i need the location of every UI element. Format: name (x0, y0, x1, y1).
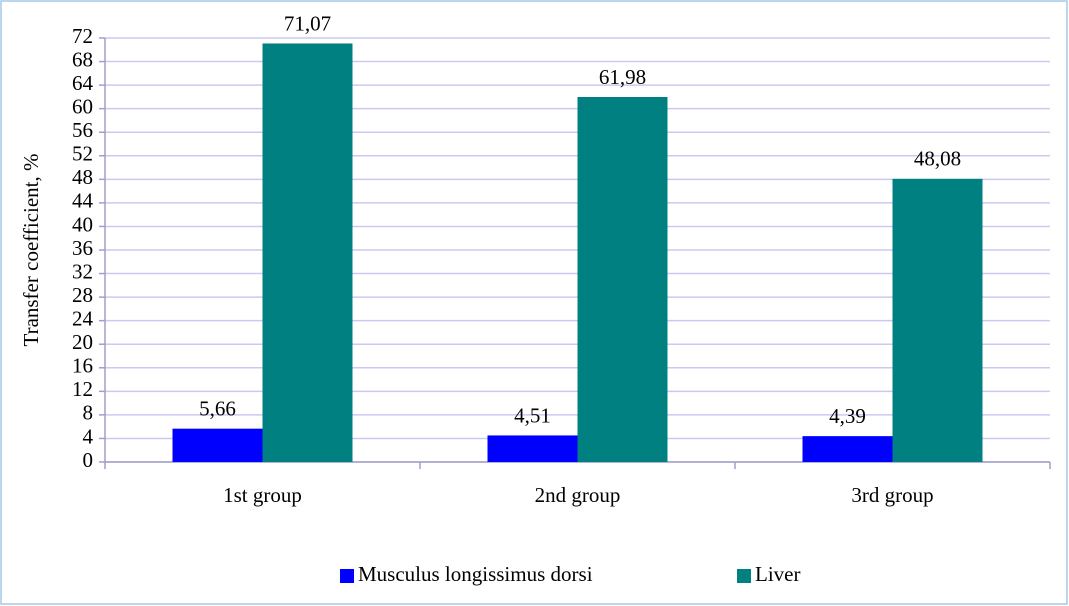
x-tick-label: 2nd group (535, 483, 621, 507)
y-tick-label: 4 (83, 424, 94, 448)
y-tick-label: 28 (72, 283, 93, 307)
bar (577, 97, 668, 463)
x-tick-label: 3rd group (851, 483, 933, 507)
bar (802, 436, 893, 462)
bar (892, 178, 983, 462)
data-label: 71,07 (284, 11, 331, 35)
y-tick-label: 16 (72, 354, 93, 378)
data-label: 61,98 (599, 65, 646, 89)
y-tick-label: 48 (72, 165, 93, 189)
y-tick-label: 8 (83, 401, 94, 425)
bar (172, 428, 263, 462)
y-axis-label: Transfer coefficient, % (19, 153, 43, 346)
legend-label: Musculus longissimus dorsi (358, 562, 593, 586)
x-tick-label: 1st group (223, 483, 302, 507)
data-label: 4,39 (829, 404, 866, 428)
y-tick-label: 32 (72, 259, 93, 283)
y-tick-label: 72 (72, 24, 93, 48)
y-tick-label: 24 (72, 306, 94, 330)
data-label: 48,08 (914, 147, 961, 171)
y-tick-label: 36 (72, 236, 93, 260)
data-label: 4,51 (514, 403, 551, 427)
legend-swatch (737, 569, 751, 583)
y-tick-label: 40 (72, 212, 93, 236)
y-tick-label: 56 (72, 118, 93, 142)
y-tick-label: 52 (72, 142, 93, 166)
y-tick-label: 68 (72, 47, 93, 71)
legend-label: Liver (755, 562, 800, 586)
y-tick-label: 0 (83, 448, 94, 472)
data-label: 5,66 (199, 396, 236, 420)
y-tick-label: 64 (72, 71, 94, 95)
legend-swatch (340, 569, 354, 583)
y-tick-label: 44 (72, 189, 94, 213)
y-tick-label: 20 (72, 330, 93, 354)
bar (487, 435, 578, 462)
y-tick-label: 12 (72, 377, 93, 401)
bar (262, 43, 353, 463)
y-tick-label: 60 (72, 94, 93, 118)
